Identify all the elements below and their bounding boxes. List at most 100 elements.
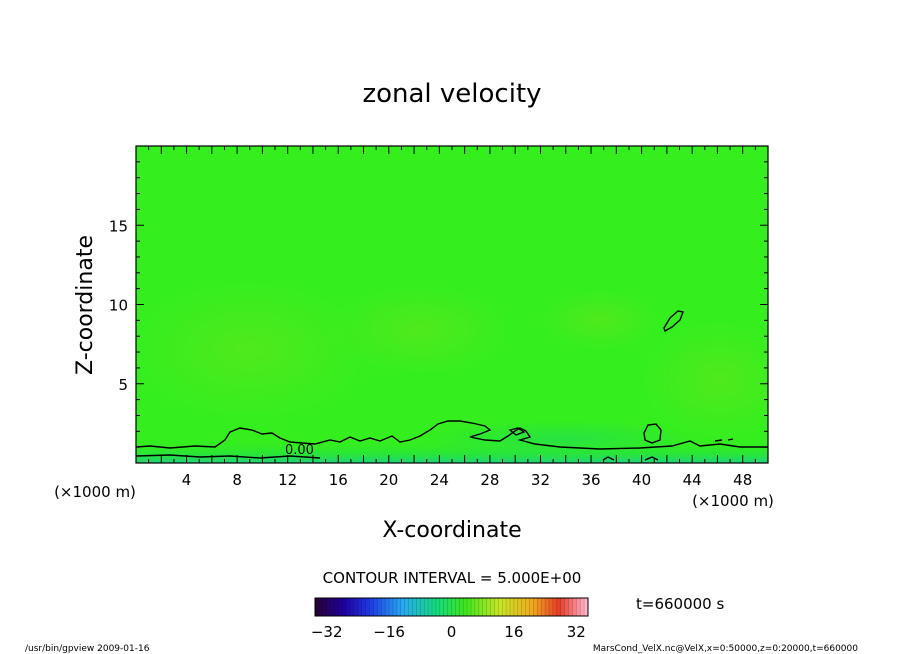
contour-line	[663, 310, 684, 333]
colorbar-tick-label: 32	[567, 623, 586, 641]
x-axis: 4 8 12 16 20 24 28 32 36 40 44 48	[135, 146, 769, 489]
y-axis: 5 10 15	[109, 145, 768, 464]
field-shade	[540, 290, 660, 350]
x-tick-label: 8	[232, 471, 242, 489]
footer-left: /usr/bin/gpview 2009-01-16	[25, 644, 150, 654]
colorbar-segment	[354, 598, 359, 616]
colorbar-segment	[568, 598, 573, 616]
x-tick-label: 48	[733, 471, 752, 489]
colorbar-tick-label: −32	[311, 623, 343, 641]
colorbar-segment	[584, 598, 589, 616]
colorbar-segment	[556, 598, 561, 616]
x-tick-label: 40	[632, 471, 651, 489]
x-tick-label: 28	[480, 471, 499, 489]
x-tick-label: 24	[430, 471, 449, 489]
colorbar-segment	[318, 598, 324, 616]
contour-line	[643, 423, 662, 444]
time-label: t=660000 s	[636, 595, 724, 613]
colorbar-segment	[396, 598, 402, 616]
colorbar-segment	[533, 598, 538, 616]
colorbar-segment	[459, 598, 464, 616]
colorbar-segment	[377, 598, 382, 616]
colorbar-segment	[439, 598, 444, 616]
contour-line	[727, 438, 734, 441]
colorbar-segment	[537, 598, 542, 616]
contour-interval: CONTOUR INTERVAL = 5.000E+00	[323, 569, 582, 587]
x-unit-label: (×1000 m)	[692, 492, 774, 510]
colorbar-segment	[373, 598, 378, 616]
colorbar-segment	[467, 598, 472, 616]
colorbar-segment	[404, 598, 409, 616]
colorbar-segment	[393, 598, 398, 616]
colorbar-segment	[322, 598, 327, 616]
footer-right: MarsCond_VelX.nc@VelX,x=0:50000,z=0:2000…	[593, 644, 858, 654]
colorbar-segment	[342, 598, 347, 616]
x-tick-label: 36	[581, 471, 600, 489]
colorbar-segment	[424, 598, 429, 616]
x-axis-label: X-coordinate	[382, 518, 521, 543]
colorbar-segment	[346, 598, 351, 616]
y-tick-label: 15	[109, 217, 128, 235]
x-tick-label: 16	[329, 471, 348, 489]
colorbar-segment	[420, 598, 425, 616]
contour-field: 0.00	[136, 146, 768, 463]
x-tick-label: 4	[182, 471, 192, 489]
colorbar-segment	[576, 598, 581, 616]
colorbar-segment	[385, 598, 390, 616]
colorbar-segment	[463, 598, 468, 616]
colorbar-segment	[478, 598, 483, 616]
colorbar	[314, 597, 589, 617]
colorbar-segment	[541, 598, 546, 616]
colorbar-segment	[560, 598, 565, 616]
field-shade	[136, 280, 370, 420]
y-tick-label: 5	[118, 376, 128, 394]
colorbar-segment	[400, 598, 405, 616]
colorbar-segment	[334, 598, 339, 616]
colorbar-segment	[471, 598, 476, 616]
colorbar-segment	[525, 598, 530, 616]
x-tick-label: 44	[683, 471, 702, 489]
colorbar-segment	[486, 598, 491, 616]
colorbar-segment	[416, 598, 421, 616]
contour-line	[136, 454, 321, 459]
colorbar-segment	[338, 598, 343, 616]
colorbar-segment	[455, 598, 460, 616]
x-tick-label: 32	[531, 471, 550, 489]
y-axis-label: Z-coordinate	[73, 235, 98, 375]
contour-line	[714, 439, 723, 442]
colorbar-segment	[412, 598, 417, 616]
colorbar-segment	[513, 598, 519, 616]
colorbar-ticks: −32 −16 0 16 32	[311, 623, 586, 641]
colorbar-segment	[361, 598, 366, 616]
contour-line	[508, 427, 526, 436]
colorbar-segment	[564, 598, 569, 616]
colorbar-segment	[326, 598, 331, 616]
colorbar-segment	[381, 598, 386, 616]
colorbar-frame	[314, 597, 589, 617]
colorbar-segment	[330, 598, 335, 616]
contour-lines	[136, 310, 768, 461]
colorbar-segment	[498, 598, 503, 616]
colorbar-segment	[350, 598, 355, 616]
colorbar-segment	[365, 598, 370, 616]
colorbar-segment	[451, 598, 456, 616]
field-shade	[330, 285, 510, 375]
colorbar-tick-label: −16	[373, 623, 405, 641]
colorbar-segment	[369, 598, 374, 616]
colorbar-segment	[521, 598, 526, 616]
colorbar-segment	[572, 598, 577, 616]
colorbar-tick-label: 0	[447, 623, 457, 641]
colorbar-segment	[517, 598, 522, 616]
colorbar-segment	[502, 598, 507, 616]
colorbar-tick-label: 16	[504, 623, 523, 641]
contour-line	[136, 420, 768, 450]
colorbar-segment	[435, 598, 441, 616]
colorbar-segment	[490, 598, 495, 616]
contour-line	[602, 456, 615, 461]
contour-line	[644, 456, 659, 461]
colorbar-segment	[482, 598, 487, 616]
colorbar-segment	[428, 598, 433, 616]
colorbar-segment	[545, 598, 550, 616]
colorbar-segment	[357, 598, 363, 616]
